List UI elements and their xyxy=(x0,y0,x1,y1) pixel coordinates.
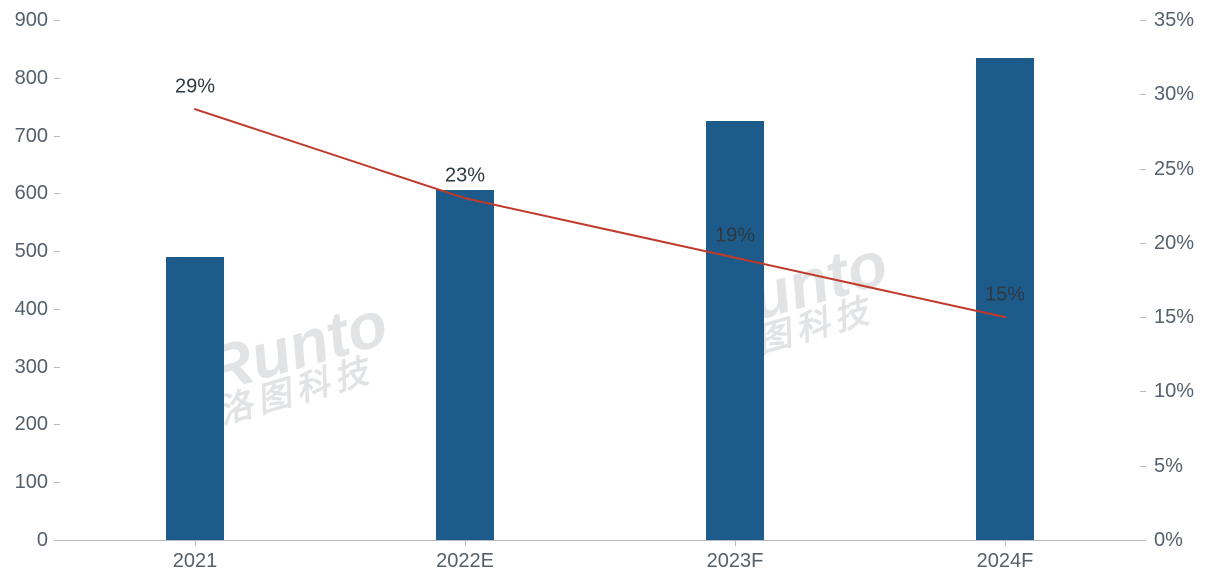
line-data-label: 23% xyxy=(445,165,485,188)
line-data-label: 19% xyxy=(715,224,755,247)
combo-bar-line-chart: 01002003004005006007008009000%5%10%15%20… xyxy=(0,0,1210,584)
line-data-label: 29% xyxy=(175,76,215,99)
line-data-label: 15% xyxy=(985,284,1025,307)
